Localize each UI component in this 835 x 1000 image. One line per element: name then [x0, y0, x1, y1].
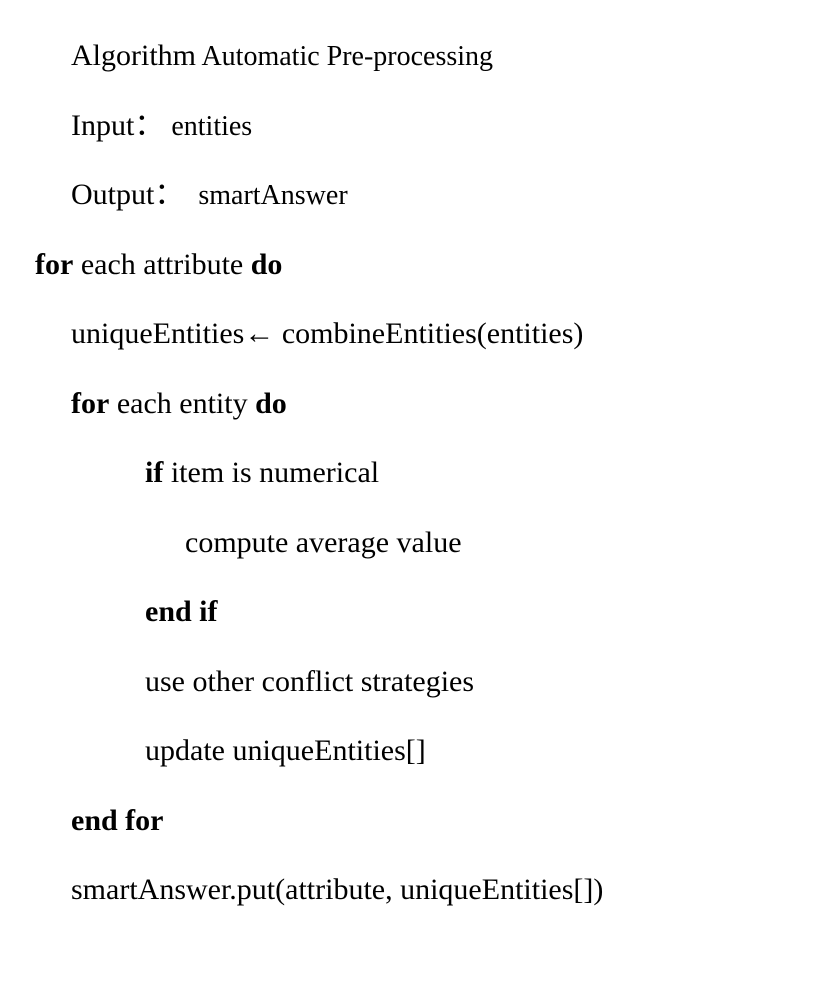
- code-token: each entity: [109, 387, 255, 420]
- code-line-1: Input： entities: [35, 110, 800, 142]
- code-token: each attribute: [73, 248, 250, 281]
- code-token: do: [251, 248, 283, 281]
- code-token: for: [71, 387, 109, 420]
- code-token: smartAnswer.put(attribute, uniqueEntitie…: [71, 873, 603, 906]
- code-token: item is numerical: [163, 456, 379, 489]
- code-line-4: uniqueEntities← combineEntities(entities…: [35, 318, 800, 350]
- code-token: update uniqueEntities[]: [145, 734, 426, 767]
- code-line-10: update uniqueEntities[]: [35, 735, 800, 767]
- code-line-3: for each attribute do: [35, 249, 800, 281]
- code-line-12: smartAnswer.put(attribute, uniqueEntitie…: [35, 874, 800, 906]
- code-line-6: if item is numerical: [35, 457, 800, 489]
- code-token: do: [255, 387, 287, 420]
- code-line-11: end for: [35, 805, 800, 837]
- code-token: use other conflict strategies: [145, 665, 474, 698]
- code-token: Algorithm: [71, 39, 196, 72]
- code-token: end if: [145, 595, 218, 628]
- code-line-5: for each entity do: [35, 388, 800, 420]
- code-token: Output：: [71, 178, 184, 211]
- code-token: uniqueEntities: [71, 317, 244, 350]
- code-token: end for: [71, 804, 164, 837]
- code-token: combineEntities(entities): [282, 317, 584, 350]
- code-token: entities: [164, 111, 252, 142]
- code-token: smartAnswer: [184, 180, 347, 211]
- code-token: if: [145, 456, 163, 489]
- code-line-7: compute average value: [35, 527, 800, 559]
- code-token: Input：: [71, 109, 164, 142]
- code-token: Automatic Pre-processing: [196, 41, 493, 72]
- code-line-8: end if: [35, 596, 800, 628]
- algorithm-pseudocode: Algorithm Automatic Pre-processing Input：…: [35, 40, 800, 906]
- code-token: compute average value: [185, 526, 462, 559]
- code-line-9: use other conflict strategies: [35, 666, 800, 698]
- code-line-0: Algorithm Automatic Pre-processing: [35, 40, 800, 72]
- code-line-2: Output： smartAnswer: [35, 179, 800, 211]
- code-token: for: [35, 248, 73, 281]
- code-token: ←: [244, 317, 282, 350]
